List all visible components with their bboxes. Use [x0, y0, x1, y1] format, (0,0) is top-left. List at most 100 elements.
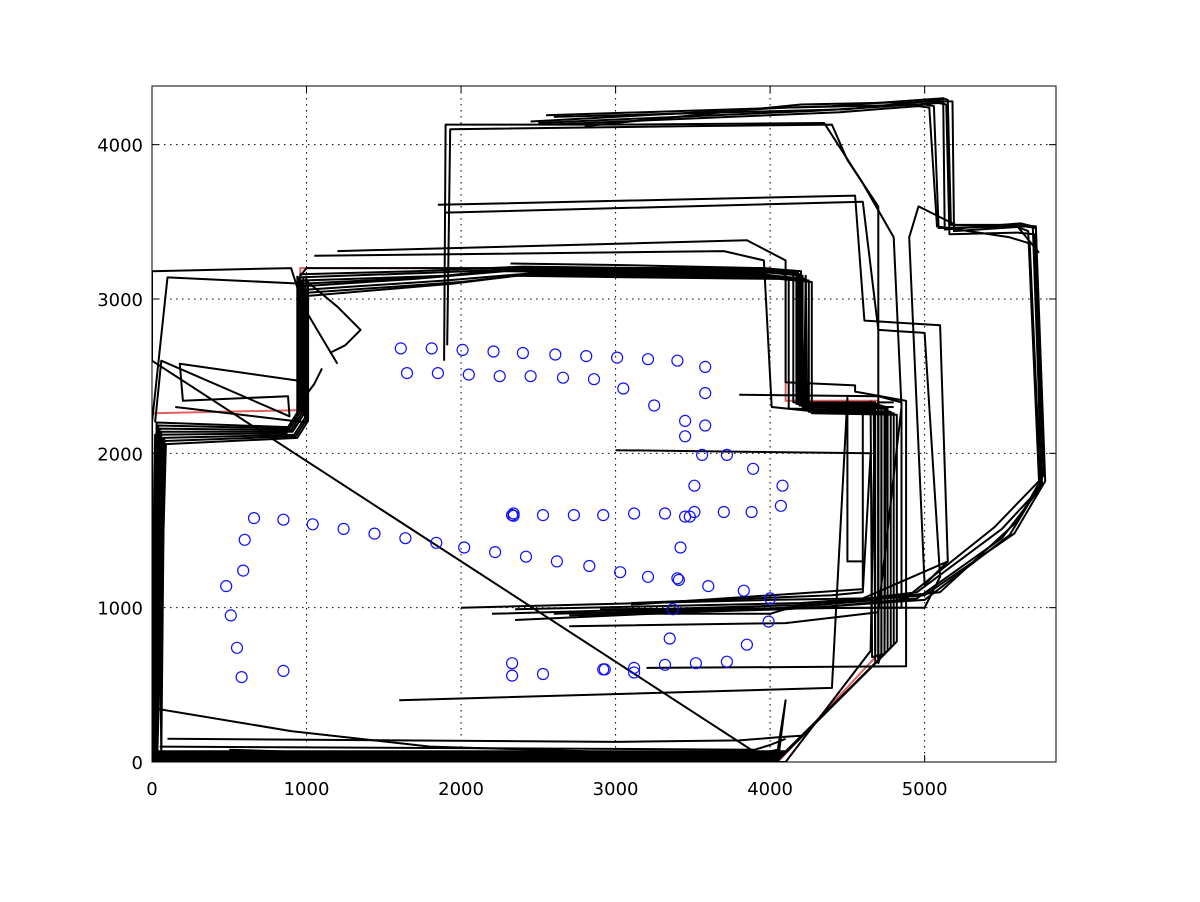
landmark-layer: [220, 342, 789, 684]
landmark-point: [587, 373, 601, 386]
landmark-point: [567, 508, 581, 522]
landmark-point: [683, 510, 696, 523]
landmark-point: [431, 367, 444, 380]
landmark-point: [489, 545, 502, 559]
landmark-point: [550, 555, 564, 568]
landmark-point: [737, 584, 750, 597]
landmark-point: [536, 508, 550, 522]
landmark-point: [671, 572, 684, 585]
landmark-point: [524, 370, 537, 383]
landmark-point: [678, 510, 692, 523]
landmark-point: [610, 351, 624, 364]
landmark-point: [399, 532, 412, 545]
landmark-point: [689, 657, 703, 670]
landmark-point: [235, 670, 248, 684]
landmark-point: [762, 615, 775, 628]
trajectory-line: [908, 205, 1040, 586]
landmark-point: [556, 371, 570, 384]
landmark-point: [337, 522, 350, 536]
trajectory-line: [437, 194, 949, 609]
trajectory-line: [337, 239, 908, 669]
axes-frame: [151, 85, 1057, 763]
landmark-point: [717, 505, 730, 519]
trajectory-line: [154, 329, 308, 423]
landmark-point: [671, 354, 684, 367]
landmark-point: [220, 579, 233, 593]
landmark-point: [597, 663, 610, 676]
landmark-point: [583, 559, 596, 573]
trajectory-line: [314, 250, 864, 606]
landmark-point: [368, 527, 381, 540]
landmark-point: [720, 448, 734, 461]
plot-background: [152, 86, 1056, 762]
trajectory-line: [154, 265, 883, 760]
landmark-point: [277, 513, 290, 526]
landmark-point: [230, 641, 244, 654]
landmark-point: [237, 564, 250, 577]
trajectory-line: [296, 275, 310, 412]
landmark-point: [648, 399, 661, 412]
landmark-point: [507, 509, 520, 522]
landmark-point: [740, 638, 754, 651]
x-tick-label: 1000: [284, 779, 330, 800]
trajectory-line: [796, 271, 809, 406]
trajectory-line: [152, 422, 166, 759]
landmark-point: [776, 479, 789, 492]
landmark-point: [746, 462, 760, 475]
landmark-point: [614, 566, 627, 579]
landmark-point: [658, 658, 672, 671]
axis-ticks: 0 1000 2000 3000 4000 5000 0 1000 2000 3000 4000: [97, 86, 1056, 800]
x-tick-label: 4000: [747, 779, 793, 800]
landmark-point: [462, 368, 475, 381]
landmark-point: [505, 657, 519, 670]
landmark-point: [487, 345, 500, 358]
landmark-point: [580, 350, 593, 363]
x-tick-label: 0: [146, 779, 157, 800]
trajectory-line: [399, 396, 863, 702]
trajectory-line: [159, 737, 786, 751]
y-tick-label: 1000: [97, 599, 143, 620]
landmark-point: [224, 609, 237, 622]
trajectory-line: [546, 97, 1042, 617]
trajectory-line: [308, 282, 362, 354]
y-tick-label: 3000: [97, 290, 143, 311]
landmark-point: [641, 570, 655, 583]
landmark-point: [627, 507, 641, 520]
landmark-point: [238, 533, 251, 546]
landmark-point: [663, 632, 676, 645]
landmark-point: [456, 343, 469, 356]
y-tick-label: 2000: [97, 444, 143, 465]
landmark-point: [678, 430, 692, 443]
landmark-point: [627, 666, 641, 679]
landmark-point: [458, 541, 471, 554]
landmark-point: [549, 348, 562, 361]
x-tick-label: 5000: [902, 779, 948, 800]
landmark-point: [430, 536, 443, 549]
landmark-point: [672, 573, 686, 587]
trajectory-line: [491, 102, 1045, 615]
landmark-point: [425, 342, 438, 355]
landmark-point: [702, 579, 715, 593]
landmark-point: [516, 346, 530, 360]
landmark-point: [720, 655, 734, 668]
landmark-point: [277, 664, 290, 678]
trajectory-line: [445, 200, 942, 612]
landmark-point: [699, 387, 712, 400]
landmark-point: [627, 661, 641, 675]
landmark-point: [394, 342, 407, 355]
landmark-point: [745, 505, 758, 519]
trajectory-line: [547, 105, 1042, 600]
x-tick-label: 2000: [438, 779, 484, 800]
landmark-point: [247, 511, 261, 525]
trajectory-line: [167, 734, 802, 743]
y-tick-label: 0: [132, 753, 143, 774]
landmark-point: [306, 518, 319, 531]
landmark-point: [688, 479, 701, 492]
trajectory-line: [152, 276, 787, 762]
landmark-point: [699, 360, 712, 373]
trajectory-line: [869, 400, 887, 659]
landmark-point: [641, 353, 655, 366]
landmark-point: [597, 508, 610, 522]
landmark-point: [763, 592, 777, 605]
landmark-point: [695, 448, 709, 461]
